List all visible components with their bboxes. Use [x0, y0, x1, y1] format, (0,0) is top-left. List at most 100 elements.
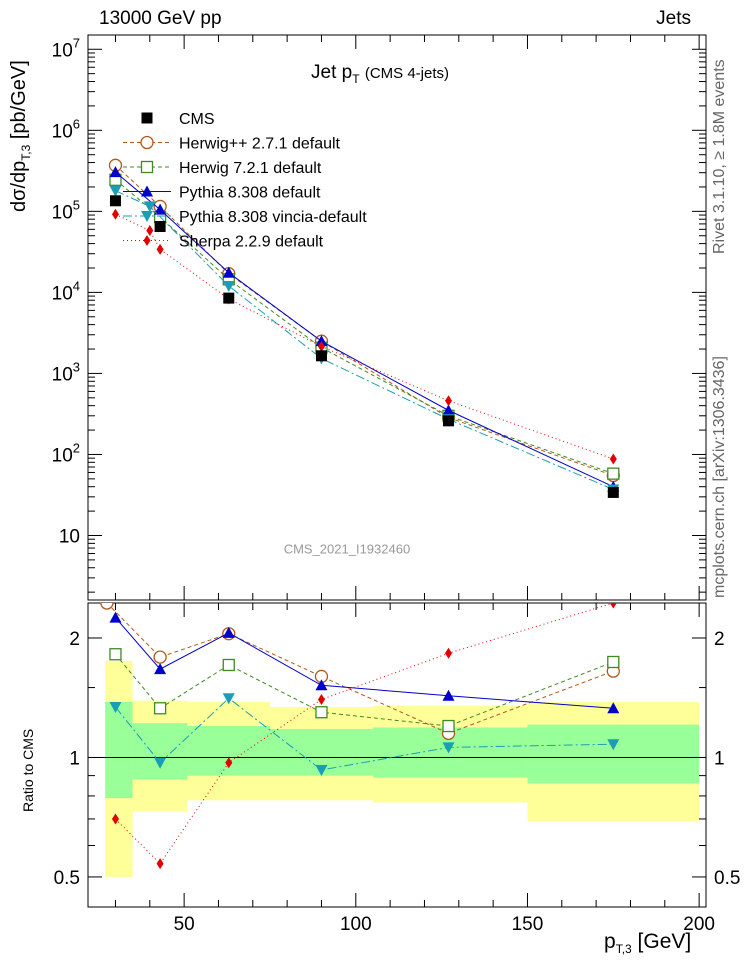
top-point-pythia-8-308-default [222, 266, 235, 278]
legend-label: CMS [179, 111, 215, 128]
top-point-cms [109, 195, 121, 207]
legend-item: Sherpa 2.2.9 default [123, 234, 324, 251]
top-point-sherpa-2-2-9-default [156, 243, 164, 255]
ratio-point-pythia-8-308-default [109, 611, 122, 623]
top-point-cms [607, 486, 619, 498]
legend-marker [140, 160, 154, 174]
ratio-y-tick-label: 2 [69, 629, 80, 650]
ratio-line-herwig-7-2-1-default [115, 653, 614, 727]
ratio-point-pythia-8-308-vincia-default [109, 702, 122, 714]
energy-label: 13000 GeV pp [99, 8, 222, 29]
plot-title-sub: T [352, 71, 360, 86]
ratio-series-herwig-7-2-1-default [109, 648, 620, 733]
ratio-point-sherpa-2-2-9-default [111, 813, 119, 825]
plot-title-main: Jet p [311, 62, 353, 83]
top-series-herwig-2-7-1-default [108, 158, 620, 483]
ratio-point-sherpa-2-2-9-default [445, 647, 452, 659]
top-point-cms [154, 221, 166, 233]
top-point-pythia-8-308-vincia-default [109, 185, 122, 197]
legend-item: CMS [141, 111, 215, 128]
process-label: Jets [656, 8, 691, 29]
x-tick-label: 50 [174, 914, 195, 935]
legend-item: Pythia 8.308 default [123, 185, 321, 202]
top-series-pythia-8-308-vincia-default [109, 185, 620, 496]
x-tick-label: 100 [340, 914, 372, 935]
legend-label: Herwig++ 2.7.1 default [179, 136, 341, 153]
ratio-point-sherpa-2-2-9-default [317, 693, 325, 705]
top-point-cms [443, 415, 454, 427]
y-tick-label: 106 [52, 116, 80, 142]
top-point-pythia-8-308-vincia-default [143, 201, 156, 213]
ratio-line-pythia-8-308-vincia-default [115, 697, 614, 771]
ratio-y-tick-label-right: 1 [714, 748, 725, 769]
ratio-point-herwig-7-2-1-default [222, 658, 235, 672]
top-point-pythia-8-308-default [442, 404, 455, 416]
top-point-sherpa-2-2-9-default [146, 225, 154, 237]
legend-label: Sherpa 2.2.9 default [179, 234, 324, 251]
legend: CMS Herwig++ 2.7.1 default Herwig 7.2.1 de… [123, 111, 367, 251]
y-tick-label: 105 [52, 197, 80, 223]
y-tick-label: 107 [52, 35, 80, 61]
uncertainty-band-green [105, 701, 133, 799]
ratio-point-pythia-8-308-vincia-default [222, 693, 235, 705]
ratio-bands [105, 660, 700, 877]
legend-marker [141, 211, 153, 222]
ratio-point-herwig-7-2-1-default [607, 655, 620, 669]
top-point-sherpa-2-2-9-default [111, 208, 119, 220]
ratio-point-herwig-7-2-1-default [315, 706, 328, 719]
ratio-point-herwig-7-2-1-default [109, 648, 122, 661]
top-plot-frame [87, 34, 707, 601]
legend-item: Herwig++ 2.7.1 default [123, 136, 341, 153]
ratio-point-pythia-8-308-vincia-default [607, 739, 620, 751]
top-point-sherpa-2-2-9-default [445, 395, 452, 407]
y-tick-label: 103 [52, 359, 80, 385]
legend-marker [140, 135, 154, 150]
ratio-point-pythia-8-308-default [607, 702, 620, 714]
ratio-point-pythia-8-308-default [315, 679, 328, 691]
top-point-pythia-8-308-default [154, 203, 167, 215]
ratio-point-herwig-7-2-1-default [153, 702, 167, 715]
top-point-pythia-8-308-default [315, 335, 328, 347]
top-line-pythia-8-308-vincia-default [115, 190, 614, 490]
top-series-cms [109, 195, 619, 498]
ratio-y-tick-label: 1 [69, 748, 80, 769]
ratio-series-sherpa-2-2-9-default [111, 603, 618, 870]
top-point-cms [315, 350, 327, 362]
ratio-point-pythia-8-308-default [222, 626, 235, 638]
x-axis-label: pT,3 [GeV] [604, 930, 692, 957]
top-point-sherpa-2-2-9-default [609, 453, 617, 465]
ratio-line-pythia-8-308-default [115, 617, 614, 709]
y-tick-label: 102 [52, 440, 80, 466]
top-point-pythia-8-308-vincia-default [222, 280, 235, 292]
x-tick-label: 150 [512, 914, 544, 935]
ratio-y-tick-label-right: 0.5 [714, 868, 740, 889]
uncertainty-band-green [527, 724, 700, 784]
plot-title: Jet pT (CMS 4-jets) [311, 62, 449, 86]
top-line-sherpa-2-2-9-default [115, 213, 614, 460]
top-point-herwig-7-2-1-default [607, 467, 620, 480]
y-tick-label: 104 [52, 278, 80, 304]
ratio-point-herwig-7-2-1-default [442, 719, 455, 733]
ratio-point-sherpa-2-2-9-default [156, 858, 164, 870]
ratio-series-pythia-8-308-vincia-default [109, 693, 620, 776]
ratio-point-pythia-8-308-vincia-default [315, 764, 328, 776]
y-tick-label: 10 [59, 527, 80, 548]
ratio-y-tick-label: 0.5 [54, 868, 80, 889]
uncertainty-band-green [132, 723, 188, 780]
legend-label: Pythia 8.308 default [179, 185, 321, 202]
legend-label: Herwig 7.2.1 default [179, 160, 322, 177]
ratio-line-herwig-2-7-1-default [106, 603, 614, 734]
legend-marker [141, 112, 153, 124]
ratio-point-sherpa-2-2-9-default [225, 757, 233, 769]
top-point-cms [223, 292, 235, 304]
ratio-point-pythia-8-308-default [154, 663, 167, 675]
ratio-plot-frame [87, 602, 707, 908]
top-line-herwig-2-7-1-default [115, 164, 614, 476]
legend-label: Pythia 8.308 vincia-default [179, 209, 367, 226]
top-point-sherpa-2-2-9-default [317, 340, 325, 352]
analysis-label: CMS_2021_I1932460 [284, 541, 411, 556]
x-tick-label: 200 [683, 914, 715, 935]
legend-item: Pythia 8.308 vincia-default [123, 209, 367, 226]
plot-title-extra: (CMS 4-jets) [364, 65, 449, 82]
